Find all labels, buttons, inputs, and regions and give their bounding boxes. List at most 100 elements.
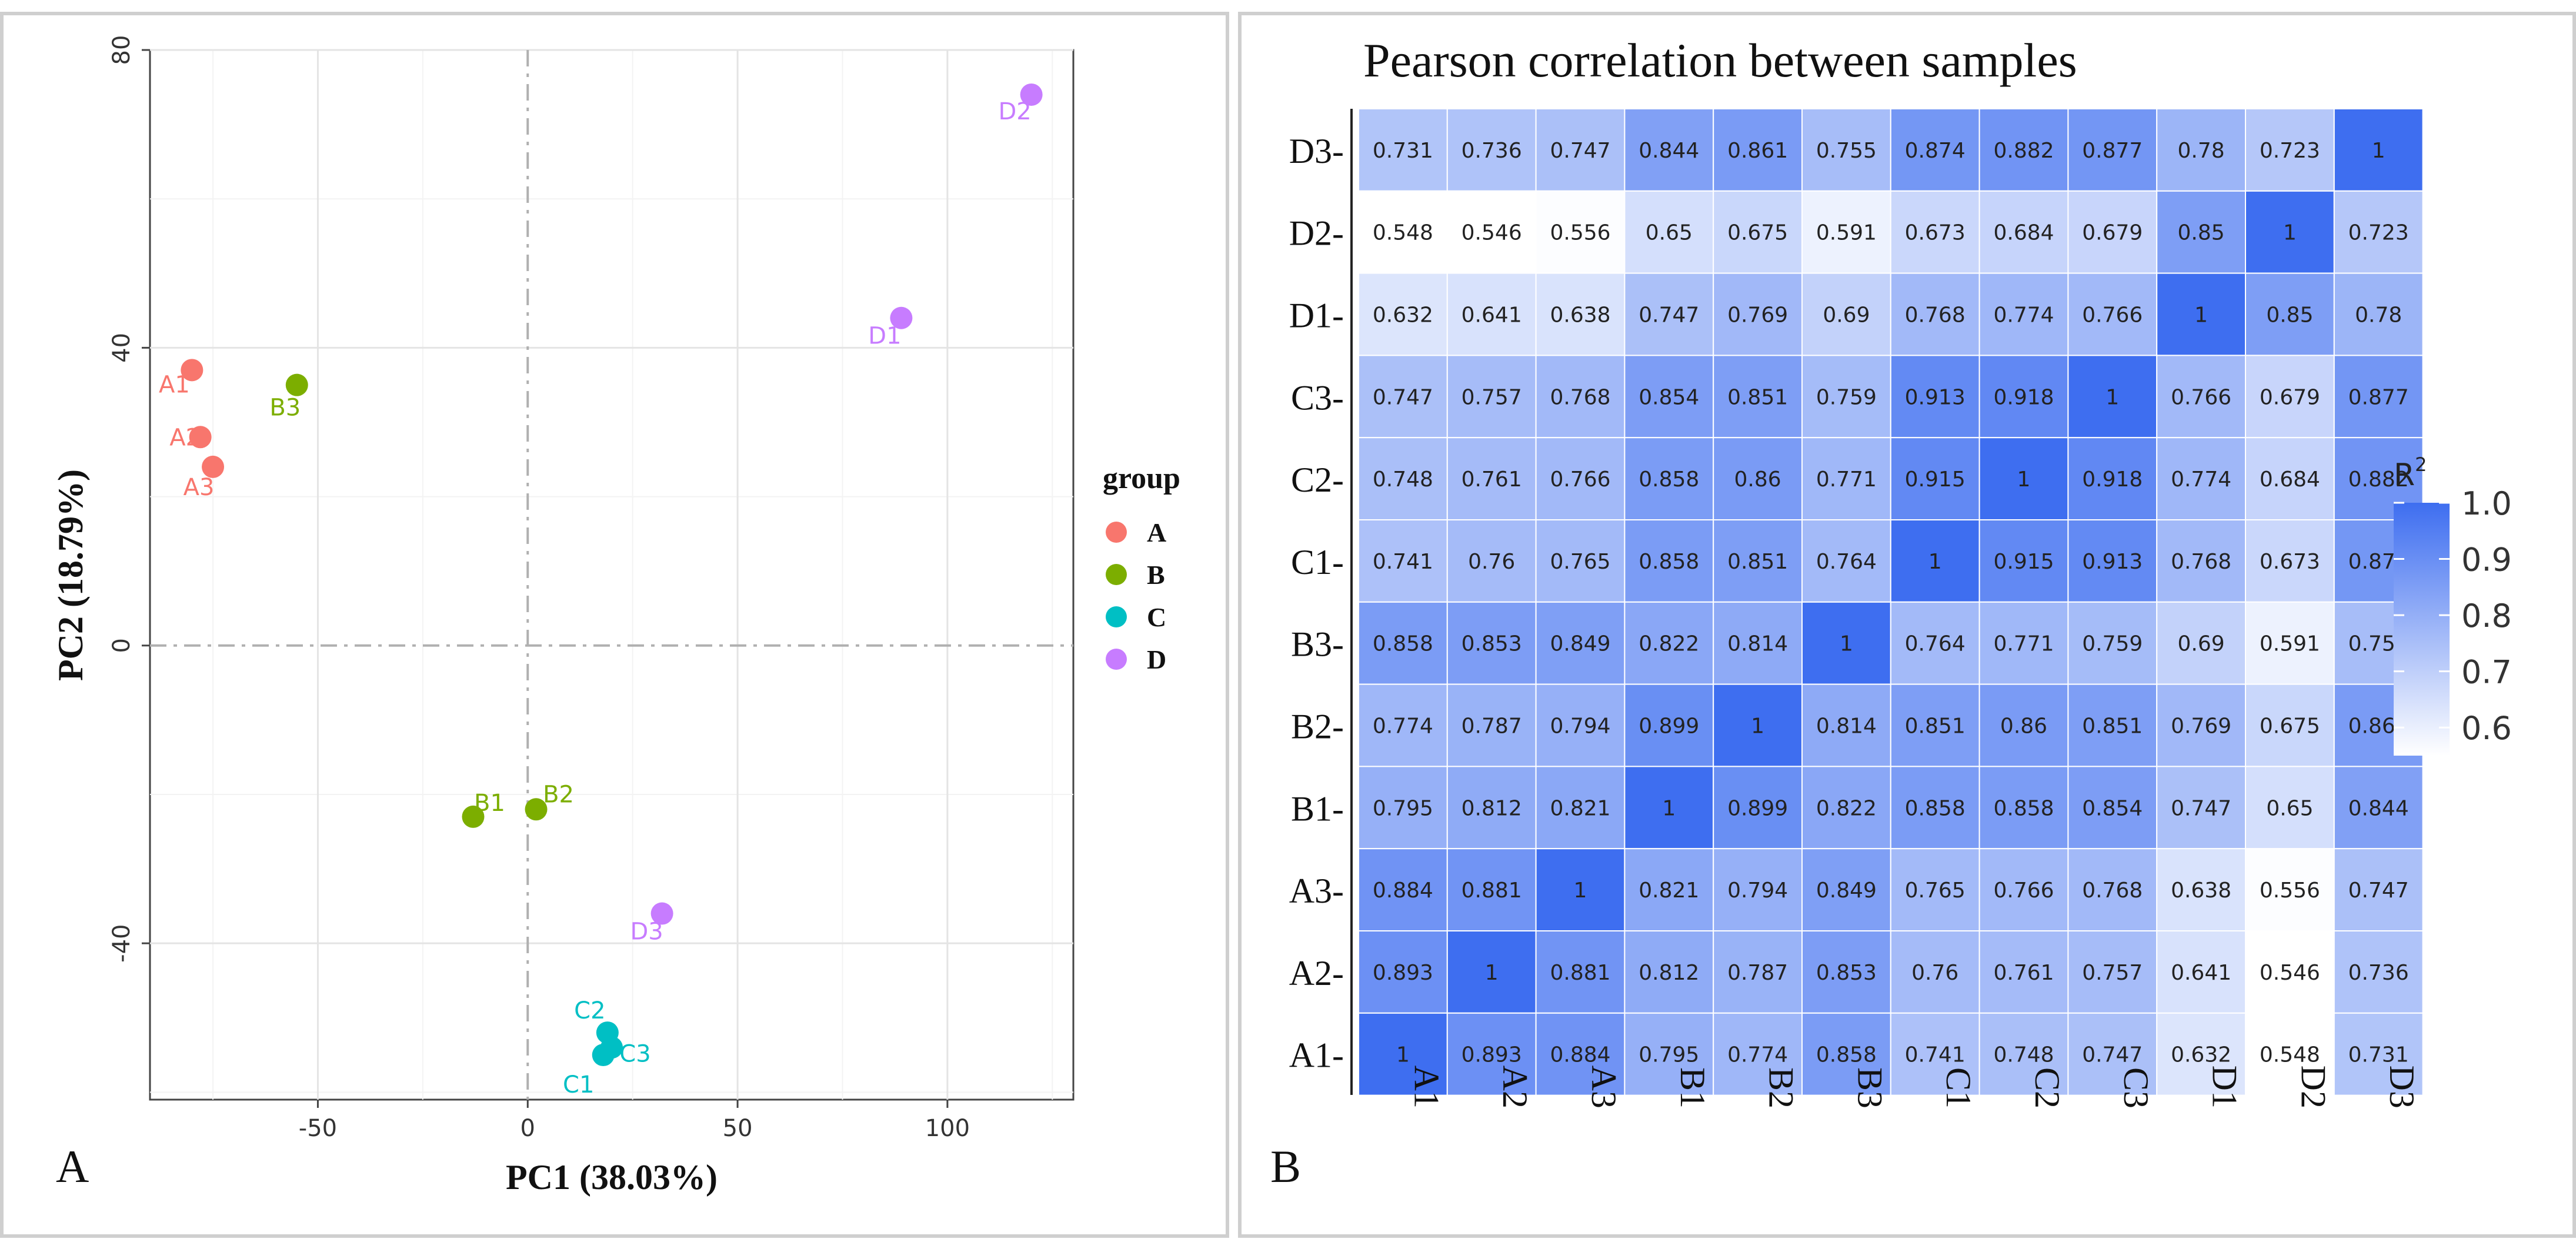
heatmap-cell-value: 0.747 bbox=[2082, 1043, 2143, 1067]
heatmap-cell bbox=[2156, 683, 2246, 767]
heatmap-cell bbox=[2067, 601, 2158, 685]
y-category-label: A1- bbox=[1289, 1036, 1344, 1075]
heatmap-cell-value: 1 bbox=[1396, 1043, 1410, 1067]
heatmap-cell bbox=[2245, 519, 2335, 603]
x-category-label: D2 bbox=[2294, 1066, 2333, 1108]
heatmap-cell-value: 0.556 bbox=[1550, 221, 1610, 245]
scatter-point-d1 bbox=[890, 306, 913, 329]
heatmap-cell-value: 0.882 bbox=[1993, 139, 2054, 163]
heatmap-cell bbox=[2156, 108, 2246, 192]
heatmap-cell-value: 0.821 bbox=[1639, 879, 1699, 903]
y-category-label: D1- bbox=[1289, 296, 1344, 335]
heatmap-cell bbox=[2333, 1012, 2424, 1096]
heatmap-cell bbox=[1624, 601, 1714, 685]
heatmap-cell bbox=[2067, 355, 2158, 439]
heatmap-cell-value: 0.814 bbox=[1727, 632, 1788, 656]
heatmap-cell bbox=[2156, 272, 2246, 356]
point-label: D2 bbox=[999, 98, 1032, 125]
scatter-point-b2 bbox=[525, 798, 548, 821]
heatmap-cell-value: 0.766 bbox=[1993, 879, 2054, 903]
heatmap-cell bbox=[1890, 683, 1980, 767]
heatmap-cell-value: 0.913 bbox=[2082, 550, 2143, 574]
heatmap-cell bbox=[1978, 601, 2069, 685]
heatmap-cell bbox=[1801, 683, 1891, 767]
heatmap-cell bbox=[1535, 190, 1626, 274]
point-label: A1 bbox=[159, 371, 190, 398]
y-tick-label: 0 bbox=[108, 638, 135, 653]
heatmap-cell bbox=[2245, 108, 2335, 192]
heatmap-cell bbox=[2333, 355, 2424, 439]
scatter-point-b3 bbox=[285, 373, 308, 396]
heatmap-cell bbox=[2156, 190, 2246, 274]
legend-label: D bbox=[1147, 644, 1166, 674]
heatmap-cell bbox=[1624, 355, 1714, 439]
heatmap-cell bbox=[1535, 519, 1626, 603]
heatmap-cell bbox=[1446, 355, 1537, 439]
heatmap-cell-value: 0.774 bbox=[1727, 1043, 1788, 1067]
heatmap-cell bbox=[1624, 190, 1714, 274]
heatmap-cell-value: 0.741 bbox=[1905, 1043, 1966, 1067]
x-category-label: A3 bbox=[1584, 1066, 1623, 1108]
heatmap-cell bbox=[2245, 355, 2335, 439]
y-tick-label: 40 bbox=[108, 333, 135, 363]
heatmap-cell-value: 0.844 bbox=[2348, 796, 2409, 820]
heatmap-cell-value: 0.757 bbox=[2082, 961, 2143, 985]
heatmap-cell-value: 0.675 bbox=[2260, 714, 2320, 739]
heatmap-cell bbox=[1624, 930, 1714, 1014]
heatmap-cell-value: 0.918 bbox=[1993, 385, 2054, 409]
pca-points: A1 A2 A3 B1 B2 B3 C1 C2 C3 D1 D2 D3 bbox=[159, 83, 1043, 1098]
heatmap-cell-value: 0.638 bbox=[2171, 879, 2231, 903]
heatmap-cell bbox=[1624, 766, 1714, 850]
heatmap-cell bbox=[1713, 930, 1803, 1014]
x-category-label: C2 bbox=[2028, 1067, 2067, 1108]
heatmap-cell-value: 0.748 bbox=[1373, 467, 1433, 492]
legend-label: C bbox=[1147, 602, 1166, 632]
heatmap-cell bbox=[2245, 1012, 2335, 1096]
heatmap-cell-value: 0.69 bbox=[2178, 632, 2225, 656]
colorbar-tick-label: 0.9 bbox=[2461, 542, 2512, 579]
heatmap-cell-value: 0.673 bbox=[2260, 550, 2320, 574]
heatmap-cell bbox=[1801, 355, 1891, 439]
heatmap-cell-value: 0.874 bbox=[1905, 139, 1966, 163]
heatmap-cell-value: 0.915 bbox=[1905, 467, 1966, 492]
heatmap-cell bbox=[1535, 437, 1626, 521]
colorbar-tick-label: 1.0 bbox=[2461, 485, 2512, 522]
legend-key-c bbox=[1106, 606, 1127, 627]
heatmap-cell-value: 0.768 bbox=[2082, 879, 2143, 903]
colorbar-title: R2 bbox=[2394, 453, 2427, 493]
y-category-label: A3- bbox=[1289, 871, 1344, 910]
heatmap-cell bbox=[2156, 1012, 2246, 1096]
colorbar-title-base: R bbox=[2394, 457, 2415, 493]
heatmap-cell bbox=[2245, 190, 2335, 274]
heatmap-cell bbox=[1978, 848, 2069, 931]
heatmap-cell-value: 0.854 bbox=[1639, 385, 1699, 409]
heatmap-cell bbox=[1446, 930, 1537, 1014]
heatmap-cell-value: 0.759 bbox=[2082, 632, 2143, 656]
heatmap-cell-value: 0.766 bbox=[2082, 303, 2143, 328]
heatmap-cell-value: 0.548 bbox=[2260, 1043, 2320, 1067]
heatmap-cell-value: 0.591 bbox=[2260, 632, 2320, 656]
heatmap-cell-value: 0.858 bbox=[1905, 796, 1966, 820]
x-tick-label: 0 bbox=[520, 1115, 535, 1142]
heatmap-cell-value: 0.771 bbox=[1816, 467, 1877, 492]
heatmap-cell-value: 0.899 bbox=[1639, 714, 1699, 739]
heatmap-cell-value: 0.881 bbox=[1461, 879, 1522, 903]
heatmap-cell-value: 0.768 bbox=[1905, 303, 1966, 328]
heatmap-cell-value: 0.747 bbox=[2171, 796, 2231, 820]
heatmap-cell bbox=[1890, 190, 1980, 274]
heatmap-cell-value: 0.851 bbox=[1727, 385, 1788, 409]
heatmap-cell bbox=[2245, 272, 2335, 356]
heatmap-cell-value: 0.641 bbox=[2171, 961, 2231, 985]
heatmap-cell-value: 0.632 bbox=[2171, 1043, 2231, 1067]
legend-key-b bbox=[1106, 564, 1127, 585]
heatmap-cell-value: 0.877 bbox=[2082, 139, 2143, 163]
heatmap-cell-value: 0.794 bbox=[1727, 879, 1788, 903]
scatter-point-c3 bbox=[600, 1036, 623, 1059]
heatmap-cell bbox=[2333, 108, 2424, 192]
y-category-label: B1- bbox=[1291, 789, 1344, 828]
heatmap-cell bbox=[1978, 519, 2069, 603]
heatmap-cell bbox=[1358, 683, 1448, 767]
heatmap-cell-value: 0.858 bbox=[1373, 632, 1433, 656]
heatmap-cell-value: 0.76 bbox=[1468, 550, 1515, 574]
